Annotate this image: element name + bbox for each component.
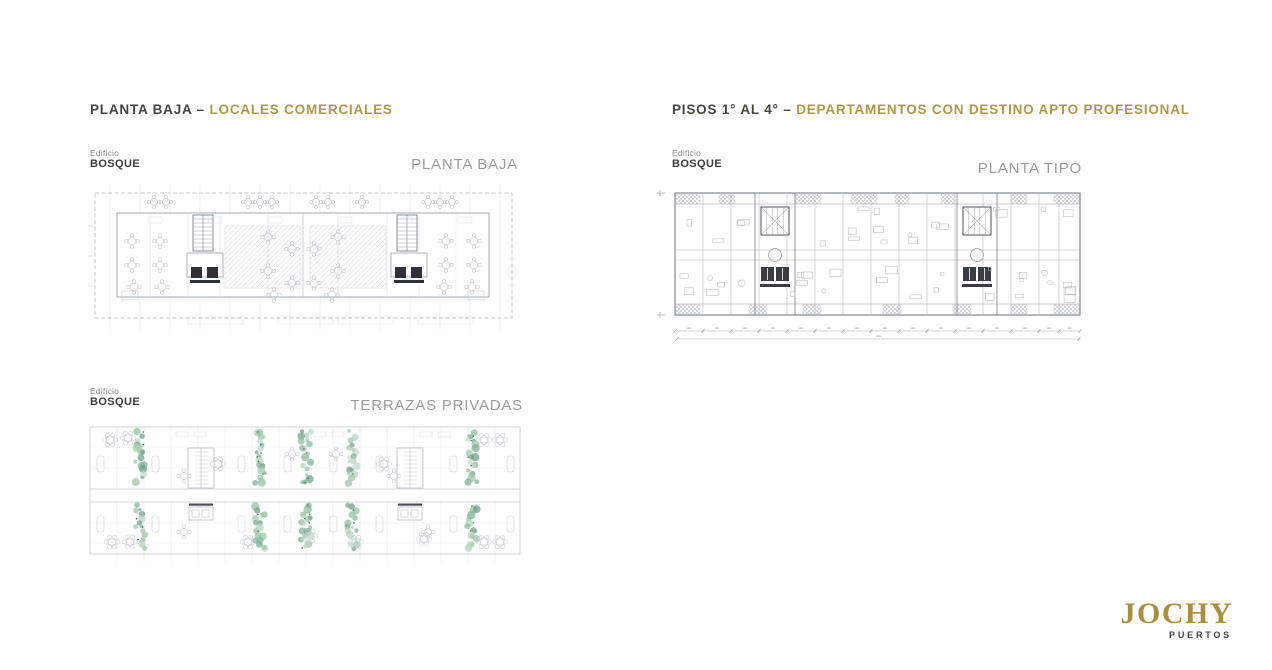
title-planta-baja-main: PLANTA BAJA – bbox=[90, 102, 205, 117]
plan2-name: PLANTA TIPO bbox=[977, 160, 1082, 177]
plan3-building-label: Edificio BOSQUE bbox=[90, 386, 140, 408]
plan1-edificio-label: Edificio bbox=[90, 148, 120, 158]
jochy-logo-brand: JOCHY bbox=[1120, 597, 1233, 630]
plan1-bosque-label: BOSQUE bbox=[90, 158, 141, 170]
planta-baja-floorplan bbox=[88, 184, 513, 330]
jochy-logo: JOCHY PUERTOS bbox=[1120, 597, 1234, 641]
planta-tipo-floorplan bbox=[657, 190, 1082, 342]
jochy-logo-sub: PUERTOS bbox=[1169, 630, 1232, 640]
title-planta-baja-accent: LOCALES COMERCIALES bbox=[209, 102, 393, 117]
plan1-building-label: Edificio BOSQUE bbox=[90, 148, 140, 170]
plan1-name: PLANTA BAJA bbox=[411, 156, 518, 173]
plan3-bosque-label: BOSQUE bbox=[90, 396, 141, 408]
plan3-name: TERRAZAS PRIVADAS bbox=[350, 397, 523, 414]
title-pisos: PISOS 1° AL 4° – DEPARTAMENTOS CON DESTI… bbox=[672, 102, 1190, 117]
terrazas-privadas-floorplan bbox=[89, 426, 521, 562]
title-pisos-accent: DEPARTAMENTOS CON DESTINO APTO PROFESION… bbox=[796, 102, 1190, 117]
title-planta-baja: PLANTA BAJA – LOCALES COMERCIALES bbox=[90, 102, 393, 117]
plan2-building-label: Edificio BOSQUE bbox=[672, 148, 722, 170]
plan2-edificio-label: Edificio bbox=[672, 148, 702, 158]
plan3-edificio-label: Edificio bbox=[90, 386, 120, 396]
title-pisos-main: PISOS 1° AL 4° – bbox=[672, 102, 792, 117]
plan2-bosque-label: BOSQUE bbox=[672, 158, 723, 170]
